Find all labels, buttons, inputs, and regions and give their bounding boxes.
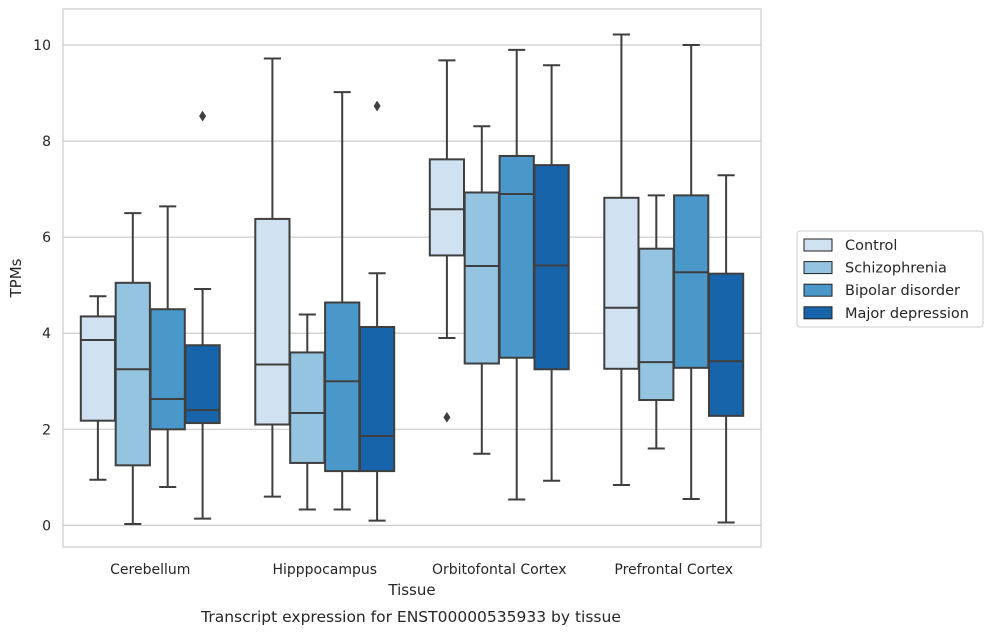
chart-caption: Transcript expression for ENST0000053593… <box>200 608 621 626</box>
box <box>533 64 570 482</box>
x-tick-label: Orbitofontal Cortex <box>432 562 567 578</box>
y-tick-label: 4 <box>42 326 51 342</box>
box-body <box>498 154 535 359</box>
box-body <box>358 325 396 473</box>
box <box>79 295 117 481</box>
box-body <box>533 164 570 371</box>
legend-swatch <box>803 238 833 252</box>
box-body <box>324 301 361 473</box>
box-body <box>707 272 745 417</box>
tick-labels: 0 2 4 6 8 10 Cerebellum Hipppocampus Orbitofonta… <box>33 38 733 578</box>
x-axis-label: Tissue <box>387 581 435 599</box>
legend-label: Bipolar disorder <box>845 283 960 299</box>
box <box>114 212 151 525</box>
box-body <box>289 351 326 464</box>
legend: Control Schizophrenia Bipolar disorder Majo… <box>796 230 984 328</box>
x-tick-label: Hipppocampus <box>272 562 377 578</box>
box <box>673 44 710 500</box>
box <box>358 100 396 522</box>
box <box>324 91 361 511</box>
legend-swatch <box>803 306 833 320</box>
y-tick-label: 2 <box>42 422 51 438</box>
box-body <box>114 281 151 467</box>
box <box>638 194 675 450</box>
legend-label: Control <box>845 238 897 254</box>
outlier-point <box>199 110 207 122</box>
box <box>707 174 745 524</box>
box <box>428 59 466 423</box>
y-tick-label: 6 <box>42 230 51 246</box>
box <box>603 33 640 487</box>
box-body <box>79 315 117 422</box>
box-body <box>184 344 221 425</box>
box-body <box>254 217 291 426</box>
box-body <box>638 247 675 402</box>
box-body <box>463 191 500 365</box>
box-body <box>673 194 710 369</box>
box-body <box>149 308 186 431</box>
outlier-point <box>373 100 381 112</box>
x-tick-label: Prefrontal Cortex <box>614 562 733 578</box>
box-body <box>603 196 640 370</box>
legend-swatch <box>803 261 833 275</box>
box <box>254 57 291 498</box>
plot-frame <box>62 8 762 548</box>
box <box>184 110 221 520</box>
box-body <box>428 158 466 257</box>
box <box>498 48 535 501</box>
legend-swatch <box>803 283 833 297</box>
outlier-point <box>443 411 451 423</box>
x-tick-label: Cerebellum <box>110 562 190 578</box>
y-tick-label: 8 <box>42 134 51 150</box>
box <box>149 205 186 488</box>
y-tick-label: 10 <box>33 38 51 54</box>
y-tick-label: 0 <box>42 518 51 534</box>
box <box>289 313 326 511</box>
y-axis-label: TPMs <box>7 258 25 298</box>
legend-label: Major depression <box>845 306 969 322</box>
legend-label: Schizophrenia <box>845 261 947 277</box>
box <box>463 125 500 455</box>
legend-frame <box>796 230 984 328</box>
boxes <box>79 33 745 525</box>
